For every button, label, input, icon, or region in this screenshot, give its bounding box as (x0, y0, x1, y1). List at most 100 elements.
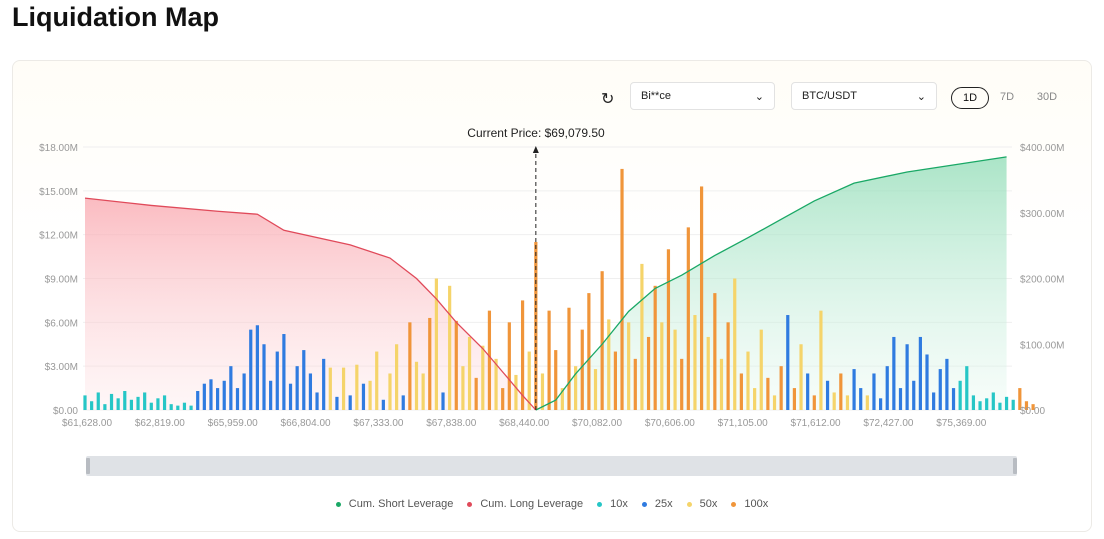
liquidation-bar (176, 405, 180, 410)
liquidation-bar (680, 358, 684, 410)
period-7d[interactable]: 7D (999, 91, 1015, 103)
liquidation-bar (408, 322, 412, 410)
liquidation-bar (859, 388, 863, 410)
liquidation-bar (474, 377, 478, 410)
exchange-select[interactable]: Bi**ce ⌄ (630, 82, 775, 110)
liquidation-bar (401, 395, 405, 410)
legend-item[interactable]: 25x (641, 498, 673, 510)
legend: Cum. Short Leverage Cum. Long Leverage 10x… (0, 498, 1104, 510)
liquidation-bar (123, 391, 127, 410)
liquidation-bar (646, 336, 651, 410)
liquidation-bar (322, 358, 326, 410)
liquidation-bar (90, 401, 94, 410)
page-title: Liquidation Map (12, 2, 219, 32)
liquidation-bar (666, 249, 671, 410)
liquidation-bar (1031, 404, 1035, 410)
legend-dot-icon (641, 501, 647, 507)
legend-label: Cum. Short Leverage (348, 498, 454, 510)
y-left-tick: $3.00M (45, 362, 78, 373)
liquidation-bar (229, 366, 233, 410)
liquidation-bar (169, 404, 173, 410)
range-slider[interactable] (86, 456, 1017, 476)
liquidation-bar (766, 377, 770, 410)
liquidation-bar (772, 395, 777, 410)
liquidation-bar (951, 388, 956, 410)
liquidation-bar (467, 336, 472, 410)
liquidation-bar (448, 285, 452, 410)
liquidation-bar (368, 380, 372, 410)
legend-item[interactable]: Cum. Long Leverage (467, 498, 583, 510)
slider-handle-left[interactable] (86, 458, 90, 474)
liquidation-bar (733, 278, 737, 410)
liquidation-bar (421, 373, 425, 410)
legend-item[interactable]: Cum. Short Leverage (335, 498, 454, 510)
liquidation-bar (1004, 396, 1009, 410)
liquidation-bar (918, 336, 922, 410)
period-30d[interactable]: 30D (1036, 91, 1058, 103)
liquidation-bar (673, 329, 677, 410)
liquidation-bar (388, 373, 392, 410)
liquidation-bar (998, 402, 1002, 410)
liquidation-bar (295, 366, 299, 410)
current-price-label: Current Price: $69,079.50 (467, 126, 605, 140)
y-right-tick: $100.00M (1020, 340, 1064, 351)
liquidation-bar (792, 388, 797, 410)
legend-label: 50x (699, 498, 718, 510)
liquidation-bar (607, 319, 611, 410)
liquidation-bar (958, 380, 962, 410)
legend-item[interactable]: 100x (731, 498, 768, 510)
liquidation-bar (574, 366, 578, 410)
legend-item[interactable]: 50x (686, 498, 718, 510)
liquidation-bar (189, 405, 193, 410)
liquidation-bar (1011, 399, 1015, 410)
liquidation-bar (454, 320, 458, 410)
slider-handle-right[interactable] (1013, 458, 1017, 474)
liquidation-bar (686, 227, 690, 410)
liquidation-bar (713, 293, 717, 410)
y-right-tick: $200.00M (1020, 275, 1064, 286)
liquidation-bar (355, 364, 359, 410)
liquidation-bar (143, 392, 147, 410)
liquidation-bar (182, 402, 187, 410)
x-tick: $68,440.00 (499, 418, 549, 429)
liquidation-bar (109, 393, 114, 410)
liquidation-bar (103, 404, 107, 410)
liquidation-bar (428, 317, 432, 410)
liquidation-bar (149, 402, 153, 410)
liquidation-bar (216, 388, 220, 410)
liquidation-bar (341, 367, 346, 410)
legend-label: 10x (610, 498, 628, 510)
y-right-tick: $0.00 (1020, 406, 1045, 417)
period-1d[interactable]: 1D (951, 87, 989, 109)
legend-item[interactable]: 10x (597, 498, 628, 510)
liquidation-bar (395, 344, 399, 410)
x-tick: $75,369.00 (936, 418, 986, 429)
liquidation-bar (209, 379, 213, 410)
cum-short-area (535, 156, 1007, 410)
legend-dot-icon (686, 501, 692, 507)
x-tick: $71,612.00 (791, 418, 841, 429)
liquidation-bar (633, 358, 637, 410)
liquidation-bar (249, 329, 253, 410)
liquidation-bar (832, 392, 836, 410)
refresh-icon[interactable]: ↻ (601, 91, 615, 108)
legend-label: 100x (744, 498, 769, 510)
liquidation-bar (328, 367, 332, 410)
chevron-down-icon: ⌄ (916, 90, 926, 103)
legend-dot-icon (467, 501, 473, 507)
liquidation-bar (1024, 401, 1029, 410)
liquidation-bar (507, 322, 511, 410)
liquidation-bar (520, 300, 525, 410)
liquidation-bar (825, 380, 830, 410)
liquidation-bar (282, 334, 286, 410)
liquidation-bar (991, 392, 995, 410)
legend-label: Cum. Long Leverage (480, 498, 584, 510)
x-tick: $67,333.00 (353, 418, 403, 429)
liquidation-bar (925, 354, 929, 410)
liquidation-bar (746, 351, 750, 410)
pair-select[interactable]: BTC/USDT ⌄ (791, 82, 937, 110)
liquidation-bar (726, 322, 730, 410)
liquidation-bar (494, 358, 498, 410)
x-tick: $61,628.00 (62, 418, 112, 429)
x-tick: $65,959.00 (208, 418, 258, 429)
